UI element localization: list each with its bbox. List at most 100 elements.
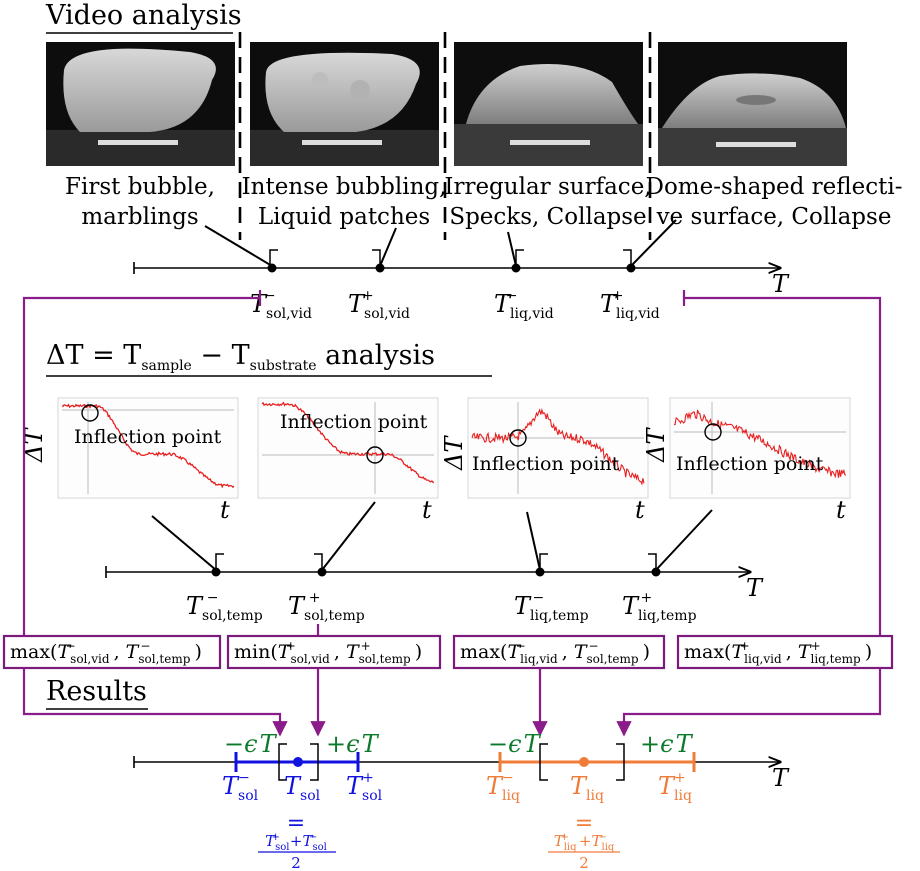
video-leader-2 <box>379 227 397 267</box>
temp-point-4 <box>651 567 661 577</box>
video-leader-4 <box>630 219 677 267</box>
inflection-marker-3 <box>509 429 527 447</box>
sol-formula-numerator: Tsol+ +Tsol− <box>265 832 327 853</box>
dt-curve-2 <box>261 401 435 484</box>
dt-plot-3-xlabel: t <box>635 496 645 524</box>
results-axis-label: T <box>772 764 790 792</box>
box-liq-plus: max(Tliq,vid+, Tliq,temp+) <box>676 634 894 670</box>
temp-label-3: Tliq,temp− <box>514 590 589 624</box>
video-frame-3 <box>454 42 643 166</box>
temp-point-3 <box>535 567 545 577</box>
temp-bracket-3 <box>539 553 548 572</box>
caption-1-line1: First bubble, <box>65 174 215 200</box>
caption-4-line1: Dome-shaped reflecti- <box>646 174 903 200</box>
liq-midpoint <box>579 757 589 767</box>
results-title: Results <box>46 676 147 707</box>
video-section-title: Video analysis <box>45 0 242 31</box>
svg-text:max(Tsol,vid−, Tsol,temp−): max(Tsol,vid−, Tsol,temp−) <box>10 639 202 666</box>
video-bracket-2 <box>372 249 381 268</box>
inflection-marker-4 <box>704 423 722 441</box>
liq-plus-label: Tliq+ <box>658 770 692 804</box>
temp-leader-2 <box>321 501 376 571</box>
video-bracket-1 <box>269 249 278 268</box>
temp-point-2 <box>317 567 327 577</box>
arrow-to-liq-plus <box>616 668 882 737</box>
box-sol-minus: max(Tsol,vid−, Tsol,temp−) <box>2 634 222 670</box>
video-axis-label: T <box>772 270 790 298</box>
inflection-label-1: Inflection point <box>74 426 222 448</box>
svg-text:max(Tliq,vid+, Tliq,temp+): max(Tliq,vid+, Tliq,temp+) <box>684 639 872 666</box>
video-frame-1 <box>46 42 235 166</box>
sol-minus-eps: −ϵT <box>224 730 278 758</box>
inflection-label-4: Inflection point <box>676 453 824 475</box>
dt-plot-3-ylabel: ΔT <box>440 435 468 471</box>
liq-minus-label: Tliq− <box>486 770 520 804</box>
temp-bracket-2 <box>314 553 323 572</box>
liq-plus-eps: +ϵT <box>640 730 694 758</box>
caption-2-line1: Intense bubbling, <box>242 174 447 200</box>
temp-leader-4 <box>655 509 713 571</box>
inflection-label-3: Inflection point <box>472 453 620 475</box>
sol-plus-label: Tsol+ <box>346 770 383 804</box>
caption-3-line1: Irregular surface, <box>444 174 651 200</box>
sol-bracket-left-low <box>278 762 287 781</box>
box-liq-minus: max(Tliq,vid−, Tsol,temp−) <box>452 634 666 670</box>
video-label-2: Tsol,vid+ <box>348 288 410 322</box>
video-point-2 <box>375 263 385 273</box>
sol-formula-denominator: 2 <box>291 854 301 871</box>
video-point-3 <box>511 263 521 273</box>
dt-plot-1-xlabel: t <box>220 496 230 524</box>
liq-equals: = <box>575 811 593 836</box>
video-frame-4 <box>658 42 847 166</box>
caption-4-line2: ve surface, Collapse <box>656 204 892 230</box>
liq-formula-numerator: Tliq+ +Tliq− <box>554 832 615 853</box>
liq-formula-denominator: 2 <box>579 854 589 871</box>
caption-3-line2: Specks, Collapse <box>449 204 646 230</box>
dt-plot-2: Inflection point t <box>257 397 439 524</box>
svg-text:max(Tliq,vid−, Tsol,temp−): max(Tliq,vid−, Tsol,temp−) <box>460 639 650 666</box>
caption-1-line2: marblings <box>81 204 198 230</box>
dt-plot-4-xlabel: t <box>836 496 846 524</box>
dt-plot-3: Inflection point t ΔT <box>440 397 649 524</box>
temp-point-1 <box>211 567 221 577</box>
sol-mid-label: Tsol <box>284 772 321 804</box>
temp-section-title: ΔT = Tsample − Tsubstrate analysis <box>46 340 435 374</box>
dt-curve-1 <box>61 403 235 489</box>
liq-bracket-left <box>539 743 548 781</box>
inflection-label-2: Inflection point <box>280 411 428 433</box>
video-point-4 <box>626 263 636 273</box>
sol-bracket-right <box>310 743 319 781</box>
temp-leader-3 <box>526 511 541 571</box>
box-sol-plus: min(Tsol,vid+, Tsol,temp+) <box>226 634 442 670</box>
liq-minus-eps: −ϵT <box>488 730 542 758</box>
sol-midpoint <box>293 757 303 767</box>
sol-bracket-left <box>278 743 287 762</box>
dt-curve-3 <box>471 407 645 486</box>
dt-plot-1: Inflection point t ΔT <box>20 397 239 524</box>
temp-leader-1 <box>151 515 217 571</box>
video-label-4: Tliq,vid+ <box>600 288 660 322</box>
caption-2-line2: Liquid patches <box>258 204 430 230</box>
arrow-to-sol-minus <box>22 668 288 737</box>
video-bracket-3 <box>515 249 524 268</box>
sol-minus-label: Tsol− <box>222 770 259 804</box>
temp-axis-label: T <box>746 574 764 602</box>
video-point-1 <box>267 263 277 273</box>
liq-mid-label: Tliq <box>570 772 604 804</box>
video-frame-2 <box>250 42 439 166</box>
dt-curve-4 <box>673 409 847 479</box>
dt-plot-4: Inflection point t ΔT <box>642 397 851 524</box>
video-label-3: Tliq,vid− <box>494 288 554 322</box>
dt-plot-2-xlabel: t <box>422 496 432 524</box>
liq-bracket-right <box>616 743 625 781</box>
inflection-marker-2 <box>366 446 384 464</box>
dt-plot-4-ylabel: ΔT <box>642 427 670 463</box>
connector-solvid-minus <box>22 296 260 636</box>
temp-bracket-1 <box>215 553 224 572</box>
svg-text:min(Tsol,vid+, Tsol,temp+): min(Tsol,vid+, Tsol,temp+) <box>234 639 422 666</box>
temp-bracket-4 <box>648 553 657 572</box>
temp-label-4: Tliq,temp+ <box>622 590 697 624</box>
inflection-marker-1 <box>81 404 99 422</box>
video-leader-1 <box>204 225 273 267</box>
